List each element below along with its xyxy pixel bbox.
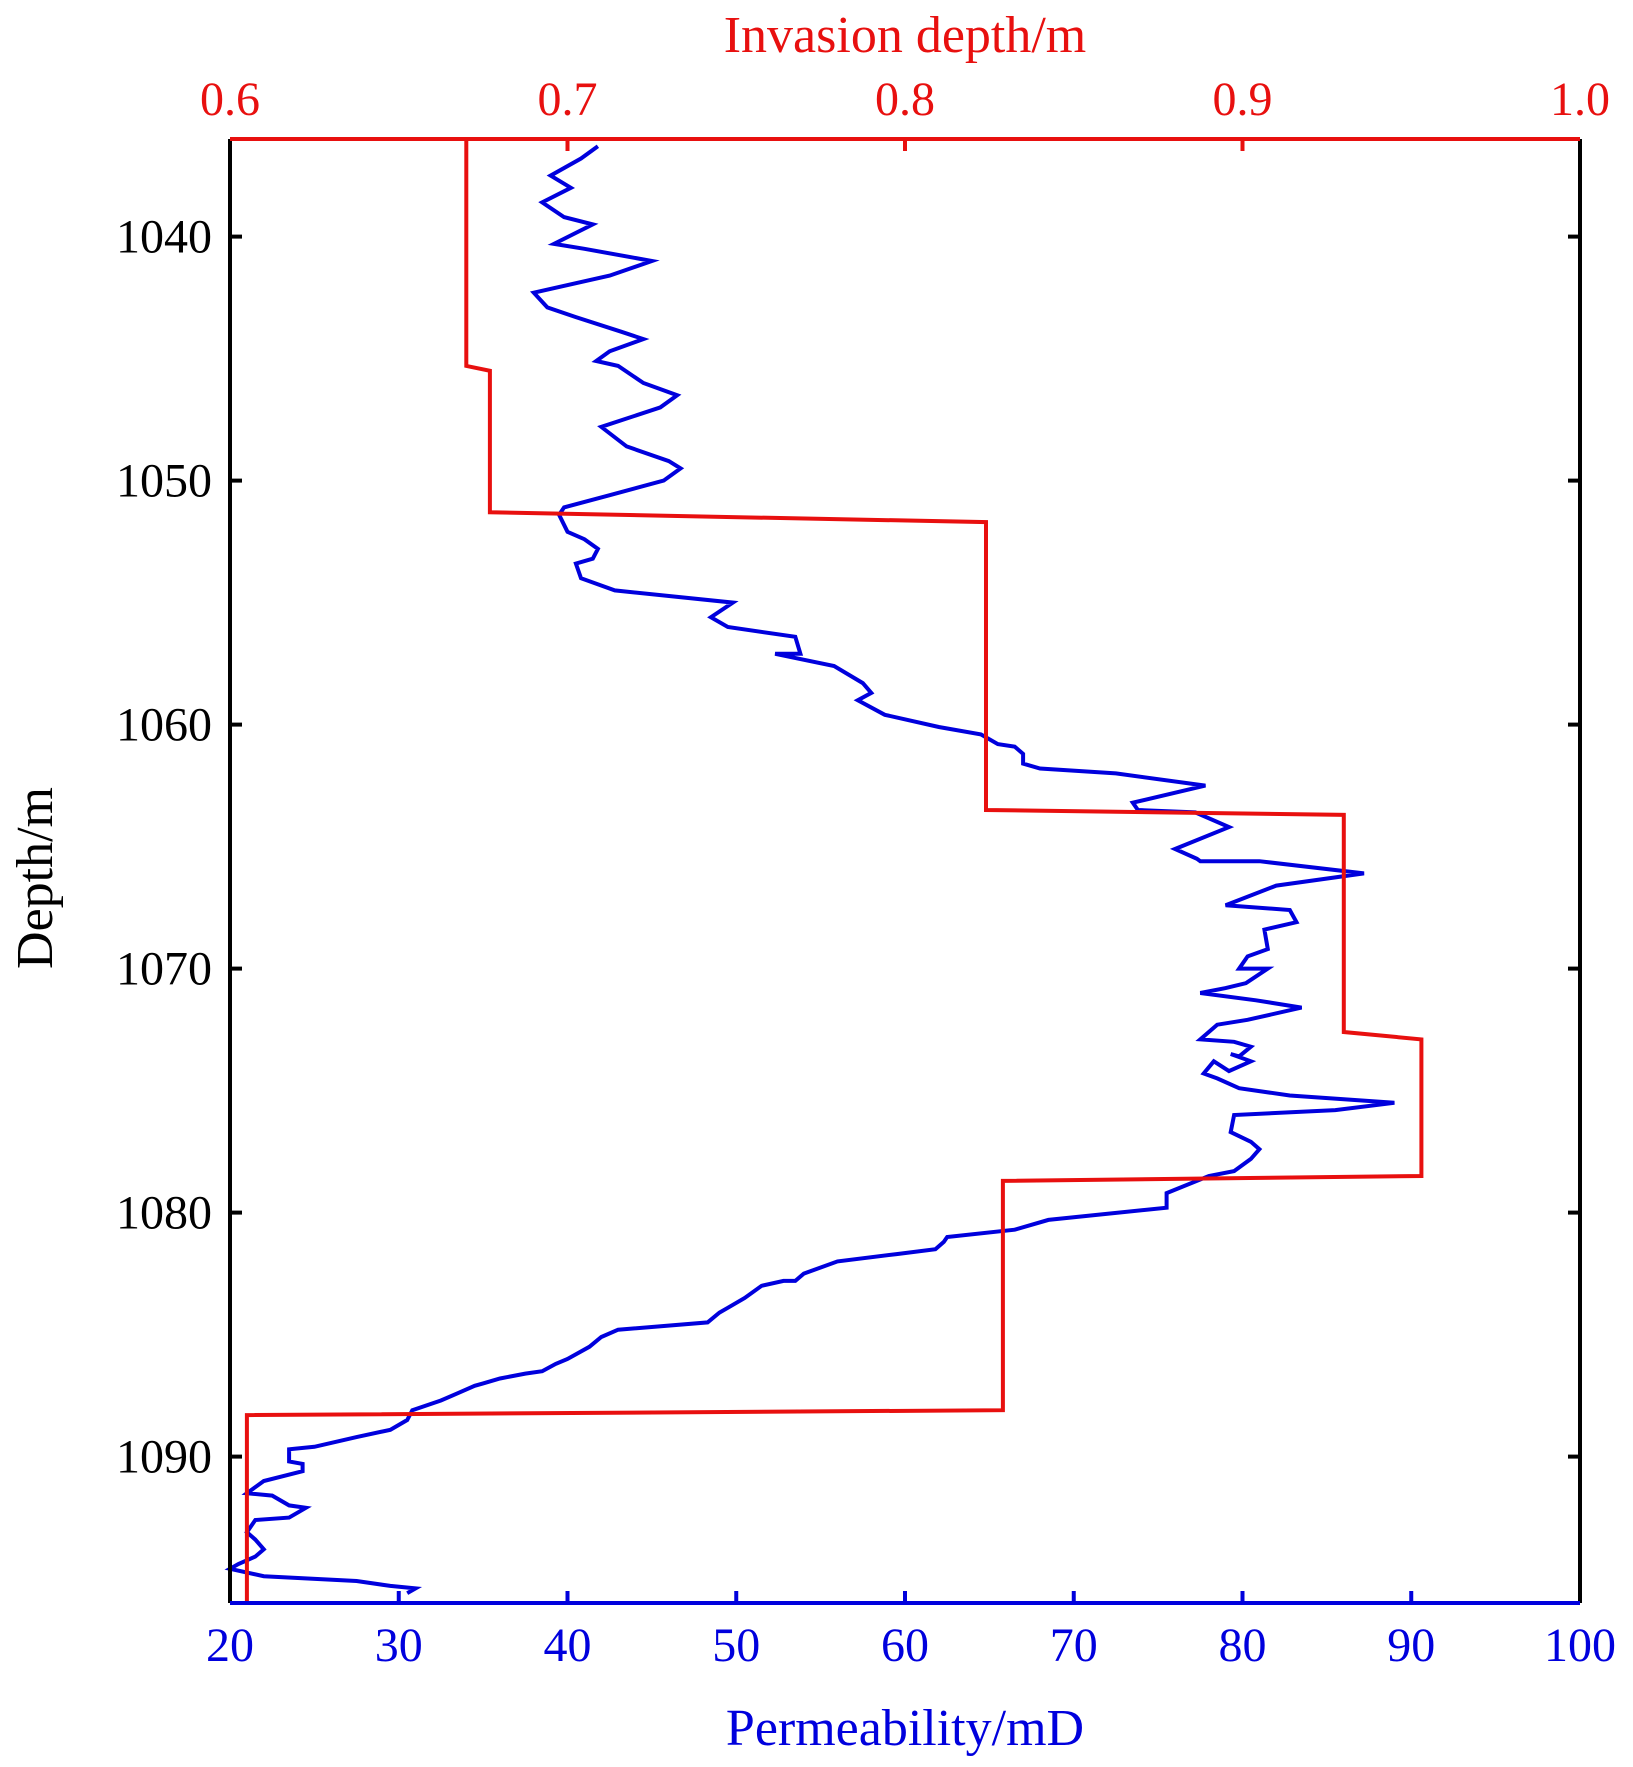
top-x-tick-label: 0.9 <box>1213 73 1273 126</box>
y-tick-label: 1080 <box>116 1187 212 1240</box>
bottom-axis-title: Permeability/mD <box>726 1700 1084 1757</box>
left-axis-title: Depth/m <box>7 787 64 969</box>
bottom-x-tick-label: 30 <box>375 1619 423 1672</box>
top-x-tick-label: 0.8 <box>875 73 935 126</box>
bottom-x-tick-label: 20 <box>206 1619 254 1672</box>
y-tick-label: 1060 <box>116 699 212 752</box>
bottom-x-tick-label: 70 <box>1050 1619 1098 1672</box>
series-lines <box>224 139 1424 1603</box>
invasion-depth-line <box>244 139 1424 1603</box>
tick-labels: 1040 1050 1060 1070 1080 1090 20 30 40 50 60 70 80 90… <box>116 73 1616 1672</box>
y-tick-label: 1040 <box>116 211 212 264</box>
bottom-x-tick-label: 40 <box>544 1619 592 1672</box>
y-tick-label: 1050 <box>116 455 212 508</box>
bottom-x-tick-label: 80 <box>1219 1619 1267 1672</box>
y-tick-label: 1090 <box>116 1431 212 1484</box>
bottom-x-tick-label: 100 <box>1544 1619 1616 1672</box>
top-x-tick-label: 0.6 <box>200 73 260 126</box>
permeability-line <box>224 144 1395 1595</box>
y-tick-label: 1070 <box>116 943 212 996</box>
bottom-x-tick-label: 90 <box>1387 1619 1435 1672</box>
bottom-x-tick-label: 50 <box>712 1619 760 1672</box>
top-x-tick-label: 0.7 <box>538 73 598 126</box>
bottom-x-tick-label: 60 <box>881 1619 929 1672</box>
top-axis-title: Invasion depth/m <box>724 7 1087 64</box>
top-x-tick-label: 1.0 <box>1550 73 1610 126</box>
